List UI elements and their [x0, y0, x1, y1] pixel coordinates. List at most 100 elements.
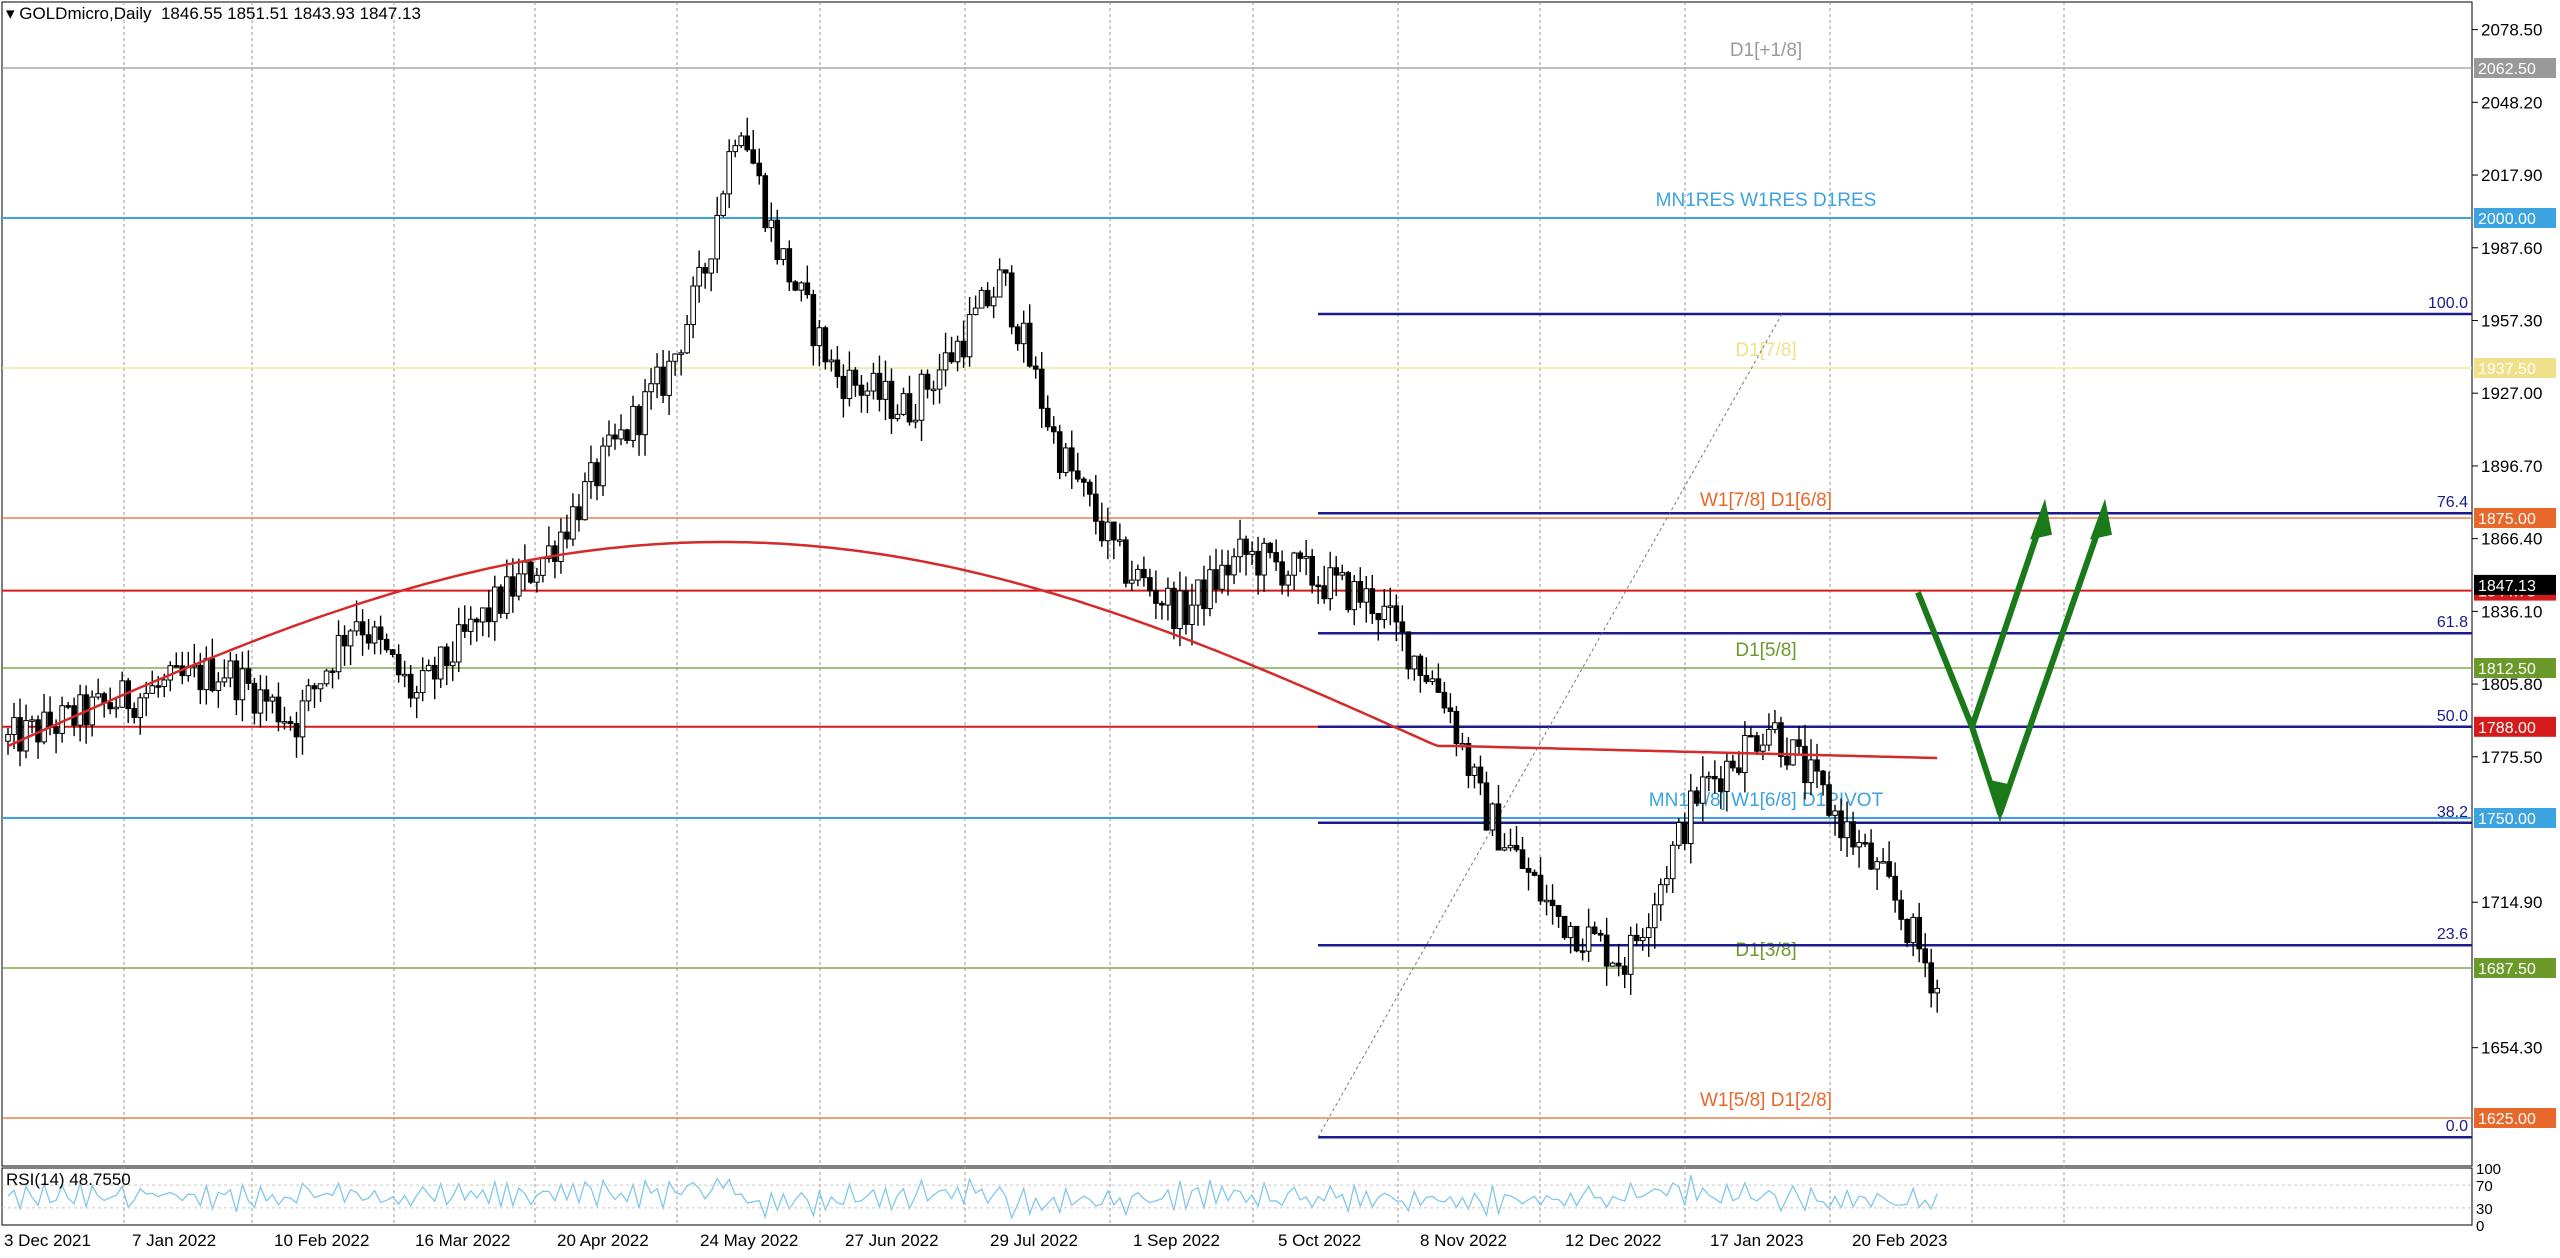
candle-body	[846, 369, 853, 400]
candle-body	[233, 660, 240, 701]
candle-body	[1405, 631, 1412, 670]
forecast-arrows	[1915, 498, 2112, 823]
symbol-label: GOLDmicro,Daily	[19, 4, 152, 23]
candle-body	[972, 307, 979, 316]
candle-body	[1038, 368, 1045, 409]
candle-body	[1904, 918, 1910, 944]
candle-body	[984, 289, 991, 307]
candle-body	[1549, 899, 1556, 907]
candle-body	[582, 481, 588, 521]
candle-body	[636, 405, 642, 436]
rsi-header: RSI(14) 48.7550	[6, 1170, 131, 1189]
candle-body	[1736, 767, 1742, 774]
candle-body	[672, 353, 678, 362]
arrow-head-icon	[2030, 498, 2052, 540]
candle-body	[1363, 588, 1370, 603]
candle-body	[1327, 567, 1334, 600]
candle-body	[1579, 950, 1586, 953]
candle-body	[894, 413, 901, 420]
level-text: W1[7/8] D1[6/8]	[1700, 490, 1832, 511]
candle-body	[1056, 431, 1063, 473]
candle-body	[1934, 987, 1941, 994]
candle-body	[1291, 552, 1297, 576]
candle-body	[1778, 722, 1784, 757]
candle-body	[1177, 590, 1183, 629]
candle-body	[1910, 916, 1916, 944]
candle-body	[954, 340, 961, 363]
price-tag-label: 1788.00	[2478, 720, 2536, 737]
candle-body	[1351, 580, 1358, 611]
candle-body	[870, 372, 877, 392]
candle-body	[155, 685, 162, 688]
candle-body	[1267, 542, 1273, 554]
candle-body	[726, 151, 733, 195]
candle-body	[1183, 590, 1189, 625]
candle-body	[377, 626, 384, 640]
candle-body	[1850, 821, 1856, 848]
price-tick-label: 2017.90	[2481, 166, 2542, 185]
price-tick-label: 1775.50	[2481, 748, 2542, 767]
candle-body	[89, 696, 95, 726]
candle-body	[1261, 542, 1267, 576]
header-caret-icon[interactable]: ▾	[6, 4, 20, 23]
candle-body	[323, 670, 330, 685]
candle-body	[1123, 539, 1129, 584]
candle-body	[1525, 867, 1532, 873]
candle-body	[245, 668, 252, 684]
candle-body	[654, 366, 660, 385]
candle-body	[1814, 759, 1820, 772]
date-label: 27 Jun 2022	[845, 1231, 939, 1250]
candle-body	[1519, 849, 1526, 869]
level-text: W1[5/8] D1[2/8]	[1700, 1090, 1832, 1111]
candle-body	[359, 621, 366, 636]
candle-body	[822, 327, 829, 363]
candle-body	[1898, 899, 1904, 920]
candle-body	[1093, 493, 1099, 522]
candle-body	[1279, 561, 1285, 586]
candle-body	[1002, 269, 1009, 274]
candle-body	[131, 708, 138, 718]
main-plot-frame	[1, 1, 2473, 1167]
candle-body	[1675, 821, 1682, 846]
candle-body	[1790, 739, 1796, 766]
candle-body	[588, 462, 594, 483]
candle-body	[936, 369, 943, 390]
rsi-tick-label: 70	[2476, 1178, 2493, 1195]
candle-body	[1423, 675, 1430, 683]
candle-body	[227, 660, 234, 679]
candle-body	[780, 248, 787, 261]
price-tag	[2474, 808, 2556, 828]
candle-body	[702, 266, 708, 274]
candle-body	[690, 285, 696, 326]
candle-body	[708, 258, 714, 274]
price-tick-label: 1866.40	[2481, 530, 2542, 549]
candle-body	[1357, 580, 1364, 603]
candle-body	[978, 289, 985, 309]
candle-body	[1663, 878, 1670, 886]
candle-body	[1141, 568, 1147, 579]
candle-body	[1639, 936, 1646, 942]
fibonacci: 100.0 76.4 61.8 50.0 38.2 23.6 0.0	[1317, 295, 2472, 1139]
candle-body	[1297, 552, 1303, 559]
candle-body	[786, 248, 793, 283]
candle-body	[455, 624, 462, 663]
candle-body	[1255, 550, 1261, 576]
price-tick-label: 1896.70	[2481, 457, 2542, 476]
candle-body	[660, 366, 666, 396]
candle-body	[413, 692, 420, 699]
price-tag	[2474, 716, 2556, 737]
candle-body	[215, 681, 222, 691]
price-tag-label: 1937.50	[2478, 361, 2536, 378]
candle-body	[29, 719, 35, 722]
level-text: D1[5/8]	[1735, 640, 1796, 661]
candle-body	[1507, 844, 1514, 849]
candle-body	[401, 673, 408, 677]
fib-label: 23.6	[2437, 926, 2468, 943]
fib-label: 50.0	[2437, 708, 2468, 725]
price-tick-label: 1927.00	[2481, 384, 2542, 403]
candle-body	[546, 545, 552, 560]
candle-body	[1651, 904, 1658, 929]
candle-body	[1832, 810, 1838, 816]
